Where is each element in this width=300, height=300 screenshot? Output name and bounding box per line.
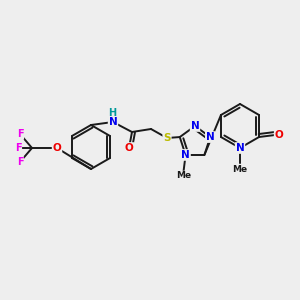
Text: H: H bbox=[108, 108, 116, 118]
Text: Me: Me bbox=[176, 171, 191, 180]
Text: F: F bbox=[17, 157, 23, 167]
Text: Me: Me bbox=[232, 164, 247, 173]
Text: F: F bbox=[17, 129, 23, 139]
Text: O: O bbox=[124, 143, 134, 153]
Text: N: N bbox=[181, 150, 190, 160]
Text: O: O bbox=[275, 130, 284, 140]
Text: N: N bbox=[236, 143, 244, 153]
Text: S: S bbox=[163, 133, 171, 143]
Text: N: N bbox=[109, 117, 117, 127]
Text: F: F bbox=[15, 143, 21, 153]
Text: O: O bbox=[52, 143, 62, 153]
Text: N: N bbox=[206, 132, 214, 142]
Text: N: N bbox=[190, 121, 200, 131]
